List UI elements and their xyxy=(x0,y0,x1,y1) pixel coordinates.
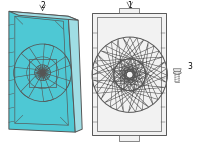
Text: 1: 1 xyxy=(127,1,132,10)
Polygon shape xyxy=(173,69,181,72)
Polygon shape xyxy=(9,11,75,132)
Bar xyxy=(119,8,139,13)
Bar xyxy=(29,59,56,87)
Polygon shape xyxy=(9,11,78,20)
Polygon shape xyxy=(68,16,82,132)
Circle shape xyxy=(35,65,50,81)
Text: 2: 2 xyxy=(40,1,45,10)
Text: 3: 3 xyxy=(188,62,193,71)
Ellipse shape xyxy=(173,71,181,74)
Bar xyxy=(119,135,139,141)
Polygon shape xyxy=(92,13,166,135)
